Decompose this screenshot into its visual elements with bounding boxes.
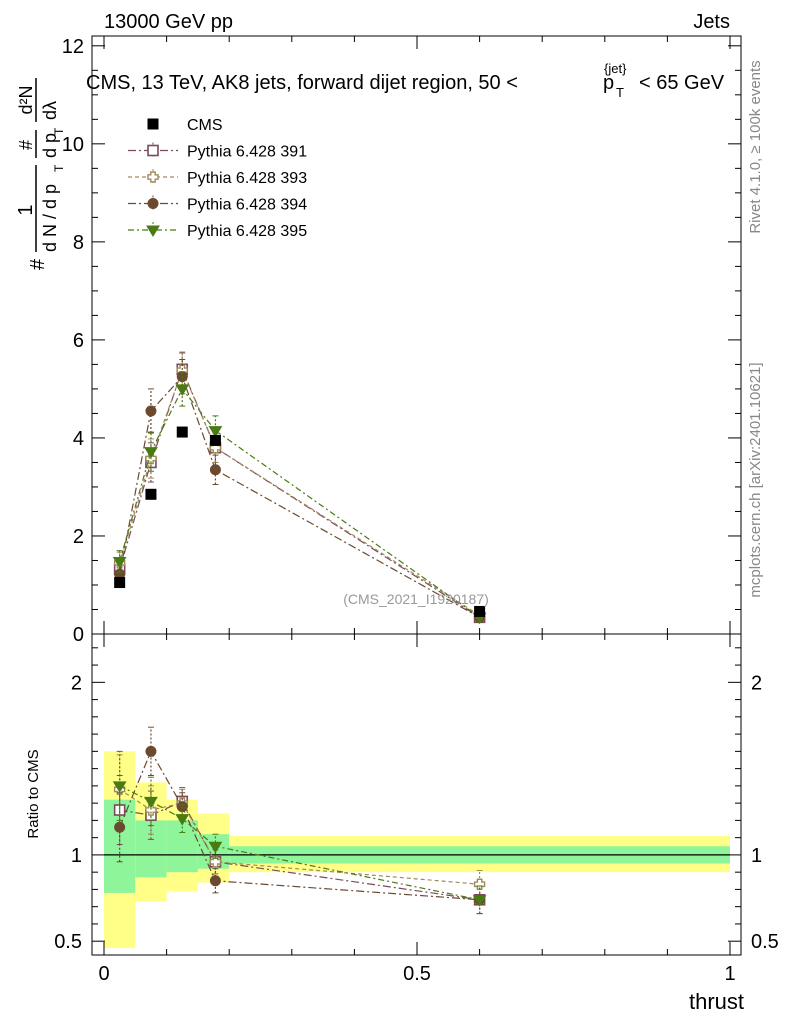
series-4-ratio-point — [175, 814, 190, 826]
legend-label-series-4: Pythia 6.428 395 — [187, 223, 307, 240]
series-2-ratio-line — [119, 788, 480, 885]
series-4-point — [175, 384, 190, 396]
plot-title-prefix: CMS, 13 TeV, AK8 jets, forward dijet reg… — [86, 72, 518, 94]
y-label-frac3-num: d²N — [16, 85, 36, 114]
y-label-frac1-num: 1 — [15, 204, 37, 215]
plot-title-sub: T — [616, 85, 624, 100]
data-point — [145, 488, 157, 500]
y-label-frac2-sub: T — [52, 127, 66, 135]
data-point — [209, 434, 221, 446]
category-label: Jets — [693, 11, 730, 33]
series-3-ratio-point — [114, 821, 126, 833]
ratio-y-tick-label: 0.5 — [54, 931, 82, 953]
y-label-frac3-den: dλ — [40, 101, 60, 120]
ratio-y-tick-label-right: 1 — [751, 845, 762, 867]
ratio-y-tick-label-right: 0.5 — [751, 931, 779, 953]
ratio-uncertainty-bands — [104, 751, 730, 949]
y-label-frac2-den: d p — [40, 133, 60, 158]
y-label-hash: # — [27, 258, 49, 270]
ratio-plot-axes: 0 0.5 1 0.5 0.5 1 1 2 2 — [54, 633, 779, 985]
series-3-point — [209, 464, 221, 476]
y-tick-label: 0 — [73, 624, 84, 646]
y-tick-label: 12 — [62, 36, 84, 58]
ratio-y-tick-label: 2 — [71, 672, 82, 694]
ratio-frame — [91, 633, 742, 956]
x-tick-label: 1 — [724, 963, 735, 985]
rivet-version-label: Rivet 4.1.0, ≥ 100k events — [747, 60, 764, 233]
legend-marker-data — [147, 118, 159, 130]
plot-title-symbol: p — [603, 72, 614, 94]
plot-title: CMS, 13 TeV, AK8 jets, forward dijet reg… — [86, 61, 725, 100]
ratio-y-tick-label-right: 2 — [751, 672, 762, 694]
series-4-ratio-point — [472, 895, 487, 907]
legend-marker-series-1 — [147, 144, 159, 157]
legend-marker-series-3 — [147, 198, 159, 209]
x-axis-label: thrust — [689, 989, 744, 1014]
legend-marker-series-2 — [147, 171, 159, 183]
ratio-y-label: Ratio to CMS — [25, 749, 42, 838]
series-4-point — [112, 556, 127, 569]
series-3-ratio-point — [145, 745, 157, 757]
y-tick-label: 8 — [73, 232, 84, 254]
ratio-plot-series — [112, 726, 487, 915]
x-tick-label: 0 — [98, 963, 109, 985]
series-2-ratio-point — [209, 856, 222, 868]
series-3-point — [145, 405, 157, 417]
legend-label-series-2: Pythia 6.428 393 — [187, 170, 307, 187]
main-plot-axes: 0 2 4 6 8 10 12 — [62, 35, 742, 646]
analysis-watermark: (CMS_2021_I1920187) — [343, 591, 489, 607]
energy-label: 13000 GeV pp — [104, 11, 233, 33]
y-label-frac2-num: # — [16, 140, 36, 150]
series-3-ratio-point — [209, 875, 221, 887]
plot-title-suffix: < 65 GeV — [639, 72, 725, 94]
legend-label-data: CMS — [187, 117, 223, 134]
y-tick-label: 10 — [62, 134, 84, 156]
legend-label-series-3: Pythia 6.428 394 — [187, 197, 307, 214]
legend-marker-series-4 — [146, 225, 160, 237]
ratio-y-tick-label: 1 — [71, 845, 82, 867]
main-plot-data — [114, 426, 486, 617]
series-4-point — [208, 426, 223, 438]
y-label-frac1-sub: T — [52, 164, 66, 172]
legend-label-series-1: Pythia 6.428 391 — [187, 144, 307, 161]
y-label-frac1-den: d N / d p — [40, 184, 60, 252]
ratio-band-green — [166, 820, 198, 873]
series-4-ratio-point — [144, 796, 158, 809]
x-tick-label: 0.5 — [403, 963, 431, 985]
series-2-ratio-point — [473, 878, 486, 890]
series-4-ratio-point — [112, 781, 127, 793]
legend: CMS Pythia 6.428 391 Pythia 6.428 393 Pythi… — [128, 117, 307, 240]
y-axis-label: # 1 d N / d p T # d p T d²N dλ — [15, 78, 66, 270]
series-2-ratio-point — [145, 804, 157, 816]
series-4-ratio-point — [208, 841, 223, 854]
series-2-line — [119, 368, 480, 616]
plot-title-sup: {jet} — [604, 61, 627, 76]
y-tick-label: 6 — [73, 330, 84, 352]
data-point — [474, 605, 486, 617]
y-tick-label: 4 — [73, 428, 84, 450]
source-label: mcplots.cern.ch [arXiv:2401.10621] — [747, 362, 764, 597]
data-point — [176, 426, 188, 438]
main-plot-series — [112, 351, 487, 625]
y-tick-label: 2 — [73, 526, 84, 548]
data-point — [114, 577, 126, 589]
series-4-point — [144, 447, 158, 459]
